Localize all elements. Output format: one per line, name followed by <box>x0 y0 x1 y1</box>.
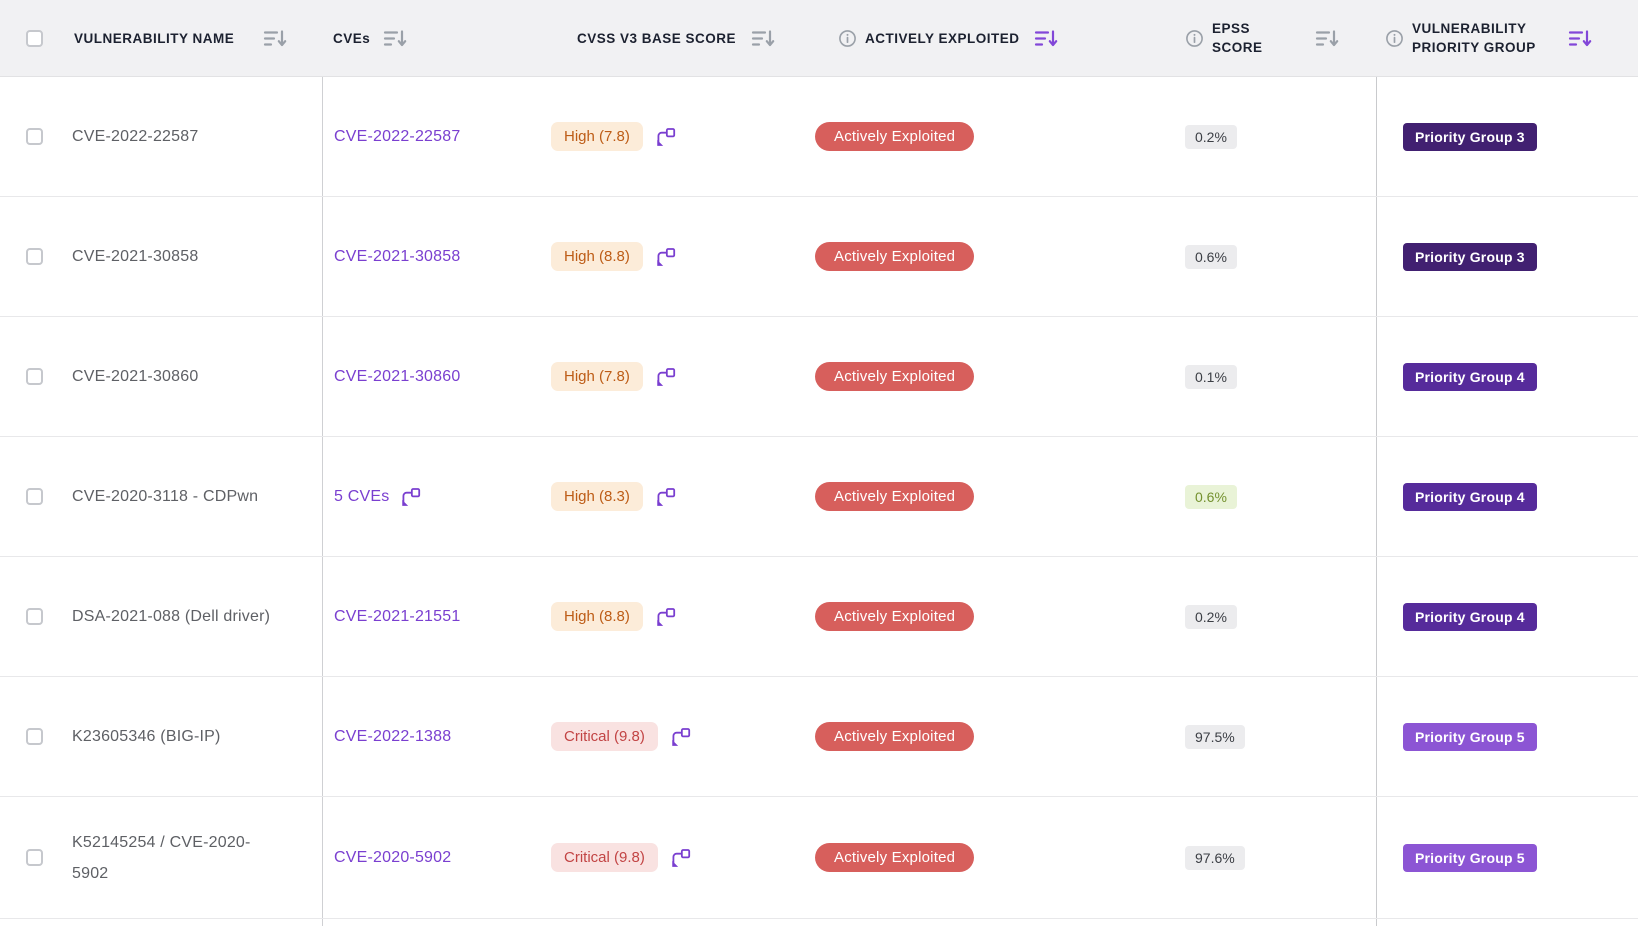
table-row: CVE-2020-3118 - CDPwn 5 CVEs High (8.3) … <box>0 437 1638 557</box>
cve-link[interactable]: 5 CVEs <box>334 487 390 505</box>
table-row: CVE-2022-22587 CVE-2022-22587 High (7.8)… <box>0 77 1638 197</box>
vulnerability-name: K52145254 / CVE-2020-5902 <box>72 833 251 882</box>
vulnerability-name: DSA-2021-088 (Dell driver) <box>72 608 271 625</box>
table-row: DSA-2021-088 (Dell driver) CVE-2021-2155… <box>0 557 1638 677</box>
actively-exploited-badge: Actively Exploited <box>815 722 975 751</box>
column-label: EPSS SCORE <box>1212 21 1263 55</box>
vulnerability-name: CVE-2020-3118 - CDPwn <box>72 488 259 505</box>
sort-icon[interactable] <box>263 29 287 48</box>
column-label: VULNERABILITY PRIORITY GROUP <box>1412 21 1536 55</box>
header-cell-checkbox <box>0 0 72 76</box>
column-label: ACTIVELY EXPLOITED <box>865 30 1020 46</box>
column-label: CVSS V3 BASE SCORE <box>577 30 737 46</box>
priority-group-badge: Priority Group 4 <box>1403 362 1537 391</box>
table-body: CVE-2022-22587 CVE-2022-22587 High (7.8)… <box>0 77 1638 919</box>
open-score-detail-icon[interactable] <box>656 247 676 267</box>
row-checkbox[interactable] <box>26 368 43 385</box>
epss-score-badge: 97.5% <box>1185 724 1245 749</box>
header-cell-epss-score[interactable]: EPSS SCORE <box>1132 0 1376 76</box>
epss-score-badge: 97.6% <box>1185 845 1245 870</box>
actively-exploited-badge: Actively Exploited <box>815 242 975 271</box>
open-score-detail-icon[interactable] <box>656 127 676 147</box>
cve-link[interactable]: CVE-2021-21551 <box>334 607 461 625</box>
epss-score-badge: 0.1% <box>1185 364 1237 389</box>
cve-link[interactable]: CVE-2022-22587 <box>334 127 461 145</box>
cvss-score-badge: High (7.8) <box>551 362 643 391</box>
priority-group-badge: Priority Group 3 <box>1403 242 1537 271</box>
row-checkbox[interactable] <box>26 488 43 505</box>
actively-exploited-badge: Actively Exploited <box>815 843 975 872</box>
sort-icon[interactable] <box>1568 29 1592 48</box>
priority-group-badge: Priority Group 5 <box>1403 722 1537 751</box>
epss-score-badge: 0.2% <box>1185 124 1237 149</box>
table-row: CVE-2021-30858 CVE-2021-30858 High (8.8)… <box>0 197 1638 317</box>
vulnerability-name: CVE-2021-30858 <box>72 248 199 265</box>
open-score-detail-icon[interactable] <box>656 487 676 507</box>
epss-score-badge: 0.6% <box>1185 484 1237 509</box>
header-cell-vulnerability-name[interactable]: VULNERABILITY NAME <box>72 0 323 76</box>
header-cell-actively-exploited[interactable]: ACTIVELY EXPLOITED <box>802 0 1132 76</box>
vulnerability-name: CVE-2022-22587 <box>72 128 199 145</box>
row-checkbox[interactable] <box>26 128 43 145</box>
cvss-score-badge: Critical (9.8) <box>551 722 658 751</box>
row-checkbox[interactable] <box>26 728 43 745</box>
row-checkbox[interactable] <box>26 248 43 265</box>
cvss-score-badge: High (8.8) <box>551 602 643 631</box>
cvss-score-badge: Critical (9.8) <box>551 843 658 872</box>
epss-score-badge: 0.6% <box>1185 244 1237 269</box>
column-label: CVEs <box>333 30 371 46</box>
row-checkbox[interactable] <box>26 608 43 625</box>
actively-exploited-badge: Actively Exploited <box>815 482 975 511</box>
open-score-detail-icon[interactable] <box>656 367 676 387</box>
open-score-detail-icon[interactable] <box>671 727 691 747</box>
cvss-score-badge: High (7.8) <box>551 122 643 151</box>
sort-icon[interactable] <box>1315 29 1339 48</box>
select-all-checkbox[interactable] <box>26 29 43 47</box>
actively-exploited-badge: Actively Exploited <box>815 362 975 391</box>
table-row: CVE-2021-30860 CVE-2021-30860 High (7.8)… <box>0 317 1638 437</box>
priority-group-badge: Priority Group 5 <box>1403 843 1537 872</box>
partial-next-row <box>0 919 1638 926</box>
cvss-score-badge: High (8.8) <box>551 242 643 271</box>
cvss-score-badge: High (8.3) <box>551 482 643 511</box>
cve-link[interactable]: CVE-2021-30860 <box>334 367 461 385</box>
sort-icon[interactable] <box>751 29 775 48</box>
actively-exploited-badge: Actively Exploited <box>815 122 975 151</box>
table-row: K23605346 (BIG-IP) CVE-2022-1388 Critica… <box>0 677 1638 797</box>
open-score-detail-icon[interactable] <box>656 607 676 627</box>
row-checkbox[interactable] <box>26 849 43 866</box>
actively-exploited-badge: Actively Exploited <box>815 602 975 631</box>
priority-group-badge: Priority Group 4 <box>1403 482 1537 511</box>
open-cves-icon[interactable] <box>401 487 421 507</box>
sort-icon[interactable] <box>1034 29 1058 48</box>
table-header: VULNERABILITY NAME CVEs CVSS V3 BASE SCO… <box>0 0 1638 77</box>
info-icon[interactable] <box>1185 29 1204 48</box>
cve-link[interactable]: CVE-2022-1388 <box>334 727 452 745</box>
vulnerability-name: CVE-2021-30860 <box>72 368 199 385</box>
column-label: VULNERABILITY NAME <box>74 30 235 46</box>
epss-score-badge: 0.2% <box>1185 604 1237 629</box>
vulnerability-name: K23605346 (BIG-IP) <box>72 728 221 745</box>
cve-link[interactable]: CVE-2021-30858 <box>334 247 461 265</box>
priority-group-badge: Priority Group 4 <box>1403 602 1537 631</box>
open-score-detail-icon[interactable] <box>671 848 691 868</box>
cve-link[interactable]: CVE-2020-5902 <box>334 848 452 866</box>
info-icon[interactable] <box>838 29 857 48</box>
sort-icon[interactable] <box>383 29 407 48</box>
info-icon[interactable] <box>1385 29 1404 48</box>
table-row: K52145254 / CVE-2020-5902 CVE-2020-5902 … <box>0 797 1638 919</box>
header-cell-cves[interactable]: CVEs <box>323 0 540 76</box>
header-cell-cvss-base-score[interactable]: CVSS V3 BASE SCORE <box>540 0 802 76</box>
header-cell-vulnerability-priority-group[interactable]: VULNERABILITY PRIORITY GROUP <box>1376 0 1638 76</box>
priority-group-badge: Priority Group 3 <box>1403 122 1537 151</box>
